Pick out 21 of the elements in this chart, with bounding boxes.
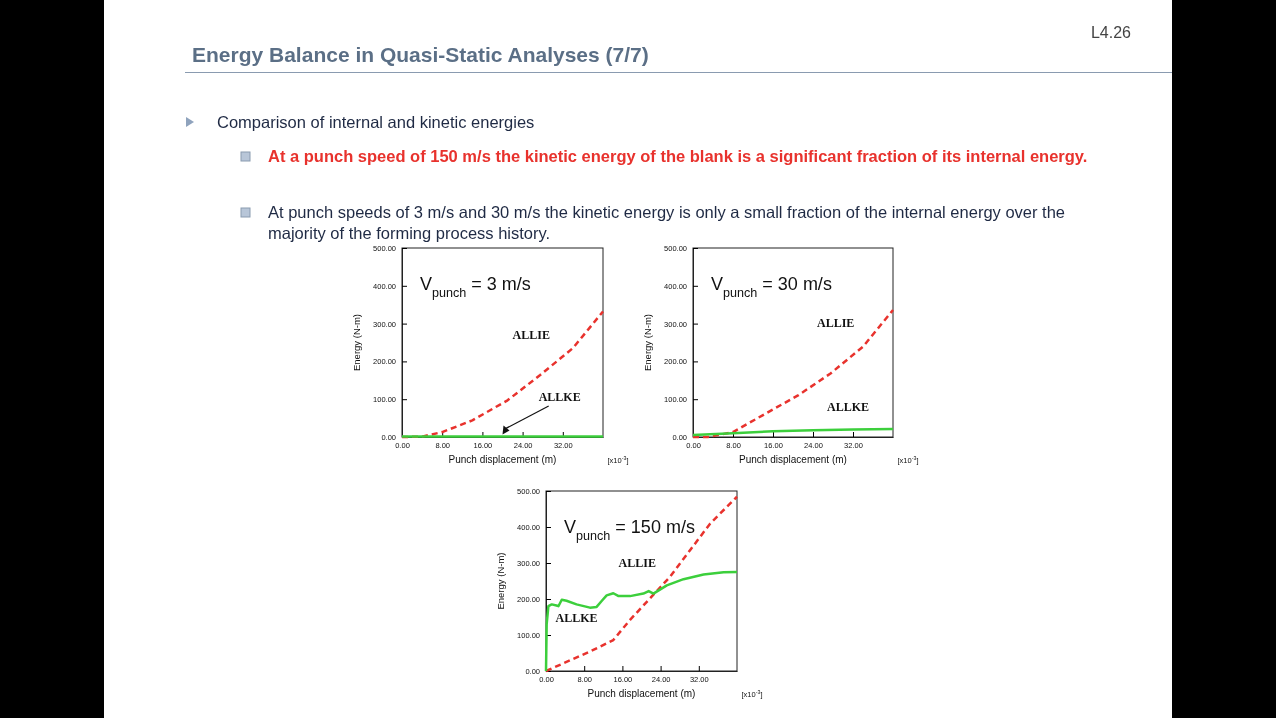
text: V$_{punch}$ = 150 m/s <box>564 517 695 543</box>
y-axis-title: Energy (N-m) <box>642 313 653 372</box>
x-axis-title: Punch displacement (m) <box>739 454 847 465</box>
text: V$_{punch}$ = 30 m/s <box>711 274 832 300</box>
series-label: ALLKE <box>827 399 870 414</box>
text: L4.26 <box>1090 24 1132 41</box>
y-axis-title: Energy (N-m) <box>351 313 362 372</box>
series-label: ALLIE <box>817 316 855 331</box>
text: At a punch speed of 150 m/s the kinetic energy of the blank is a significant fraction of its internal energy. <box>268 147 1088 165</box>
series-label: ALLKE <box>555 611 598 626</box>
text: V$_{punch}$ = 3 m/s <box>420 274 531 300</box>
text: Comparison of internal and kinetic energies <box>217 113 535 131</box>
series-label: ALLIE <box>618 555 656 570</box>
y-axis-title: Energy (N-m) <box>495 552 506 610</box>
x-axis-title: Punch displacement (m) <box>587 688 696 699</box>
text: ALLKE <box>538 390 581 405</box>
text: Energy Balance in Quasi-Static Analyses (7/7) <box>192 43 649 66</box>
x-axis-title: Punch displacement (m) <box>448 454 557 465</box>
series-label: ALLIE <box>512 327 550 342</box>
line-series <box>544 495 739 673</box>
text: At punch speeds of 3 m/s and 30 m/s the kinetic energy is only a small fraction of the internal energy over the majority of the forming process history. <box>268 203 1066 242</box>
